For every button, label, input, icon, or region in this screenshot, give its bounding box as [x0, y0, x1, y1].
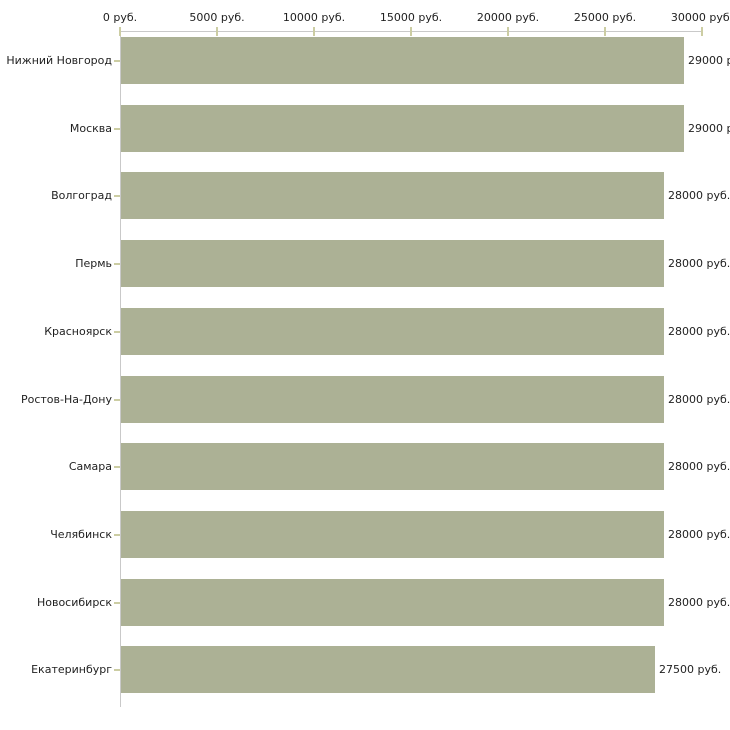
category-label: Волгоград [51, 189, 112, 202]
value-label: 28000 руб. [668, 325, 730, 338]
category-label: Пермь [75, 257, 112, 270]
bar [121, 240, 664, 287]
value-label: 28000 руб. [668, 189, 730, 202]
x-axis-tick-mark [119, 27, 121, 36]
value-label: 28000 руб. [668, 393, 730, 406]
x-axis-tick-label: 20000 руб. [476, 11, 540, 24]
y-axis-tick-mark [114, 128, 120, 130]
bar [121, 376, 664, 423]
bar [121, 105, 684, 152]
x-axis-tick-label: 25000 руб. [573, 11, 637, 24]
value-label: 28000 руб. [668, 596, 730, 609]
value-label: 27500 руб. [659, 663, 722, 676]
category-label: Ростов-На-Дону [20, 393, 112, 406]
bar [121, 172, 664, 219]
x-axis-tick-mark [507, 27, 509, 36]
x-axis-tick-label: 5000 руб. [189, 11, 245, 24]
y-axis-line [120, 31, 121, 707]
y-axis-tick-mark [114, 60, 120, 62]
category-label: Красноярск [44, 325, 112, 338]
y-axis-tick-mark [114, 602, 120, 604]
x-axis-tick-mark [216, 27, 218, 36]
x-axis-tick-label: 10000 руб. [282, 11, 346, 24]
y-axis-tick-mark [114, 534, 120, 536]
value-label: 28000 руб. [668, 460, 730, 473]
value-label: 28000 руб. [668, 528, 730, 541]
category-label: Екатеринбург [31, 663, 112, 676]
y-axis-tick-mark [114, 263, 120, 265]
x-axis-tick-label: 0 руб. [102, 11, 138, 24]
value-label: 29000 р [688, 122, 730, 135]
y-axis-tick-mark [114, 195, 120, 197]
x-axis-tick-label: 30000 руб. [670, 11, 730, 24]
y-axis-tick-mark [114, 399, 120, 401]
category-label: Нижний Новгород [6, 54, 112, 67]
bar [121, 579, 664, 626]
category-label: Челябинск [50, 528, 112, 541]
x-axis-tick-mark [410, 27, 412, 36]
y-axis-tick-mark [114, 466, 120, 468]
bar [121, 646, 655, 693]
bar [121, 443, 664, 490]
value-label: 28000 руб. [668, 257, 730, 270]
x-axis-tick-mark [701, 27, 703, 36]
bar [121, 37, 684, 84]
y-axis-tick-mark [114, 331, 120, 333]
category-label: Самара [68, 460, 112, 473]
x-axis-tick-mark [313, 27, 315, 36]
bar [121, 308, 664, 355]
bar [121, 511, 664, 558]
y-axis-tick-mark [114, 669, 120, 671]
x-axis-tick-label: 15000 руб. [379, 11, 443, 24]
category-label: Новосибирск [36, 596, 112, 609]
x-axis-tick-mark [604, 27, 606, 36]
category-label: Москва [69, 122, 112, 135]
value-label: 29000 р [688, 54, 730, 67]
